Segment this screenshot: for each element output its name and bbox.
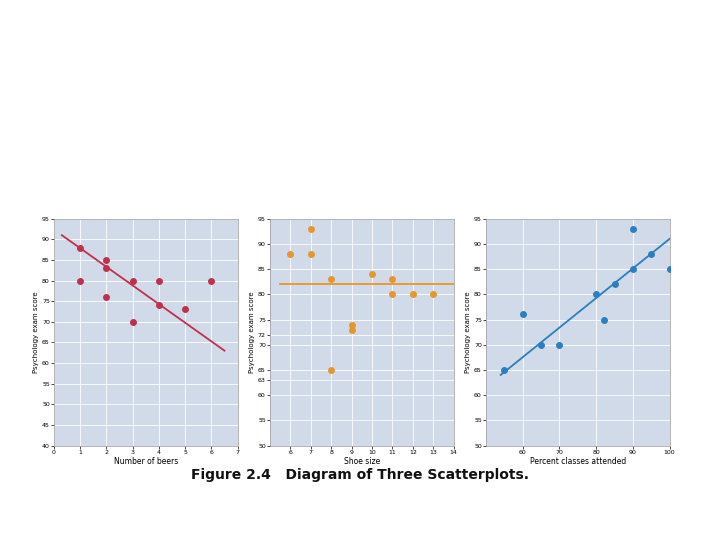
Y-axis label: Psychology exam score: Psychology exam score bbox=[465, 291, 471, 373]
Point bbox=[517, 310, 528, 319]
Text: Figure 2.4   Diagram of Three Scatterplots.: Figure 2.4 Diagram of Three Scatterplots… bbox=[191, 468, 529, 482]
Point bbox=[536, 340, 547, 349]
Point bbox=[664, 265, 675, 273]
Point bbox=[127, 318, 138, 326]
Point bbox=[101, 255, 112, 264]
Point bbox=[498, 366, 510, 374]
Point bbox=[554, 340, 565, 349]
Text: LO 2.3 Describe the role of correlational designs and distinguish correlation fr: LO 2.3 Describe the role of correlationa… bbox=[110, 80, 610, 90]
Point bbox=[153, 276, 165, 285]
Point bbox=[305, 249, 317, 258]
Point bbox=[407, 290, 418, 299]
Point bbox=[428, 290, 439, 299]
X-axis label: Percent classes attended: Percent classes attended bbox=[530, 457, 626, 467]
Point bbox=[179, 305, 191, 314]
Y-axis label: Psychology exam score: Psychology exam score bbox=[33, 291, 39, 373]
Point bbox=[74, 276, 86, 285]
Point bbox=[346, 320, 357, 329]
Point bbox=[325, 275, 337, 284]
Point bbox=[74, 243, 86, 252]
Point bbox=[346, 325, 357, 334]
Point bbox=[646, 249, 657, 258]
Point bbox=[206, 276, 217, 285]
Point bbox=[325, 366, 337, 374]
Point bbox=[305, 225, 317, 233]
Point bbox=[387, 290, 398, 299]
Point bbox=[366, 270, 378, 279]
Point bbox=[101, 264, 112, 273]
Point bbox=[127, 276, 138, 285]
Point bbox=[101, 293, 112, 301]
Text: PEARSON: PEARSON bbox=[564, 505, 698, 529]
Point bbox=[598, 315, 609, 324]
Point bbox=[609, 280, 621, 288]
Text: ALWAYS LEARNING: ALWAYS LEARNING bbox=[14, 512, 89, 518]
Point bbox=[153, 301, 165, 309]
Point bbox=[387, 275, 398, 284]
Point bbox=[627, 225, 639, 233]
Text: Scatterplots: Scatterplots bbox=[216, 9, 504, 51]
Point bbox=[284, 249, 296, 258]
Y-axis label: Psychology exam score: Psychology exam score bbox=[249, 291, 255, 373]
Point bbox=[627, 265, 639, 273]
X-axis label: Number of beers: Number of beers bbox=[114, 457, 178, 467]
Point bbox=[590, 290, 602, 299]
X-axis label: Shoe size: Shoe size bbox=[343, 457, 380, 467]
Text: Understanding Psychology: from Inquiry to Understanding , Third Edition
Lillenfe: Understanding Psychology: from Inquiry t… bbox=[108, 504, 351, 519]
